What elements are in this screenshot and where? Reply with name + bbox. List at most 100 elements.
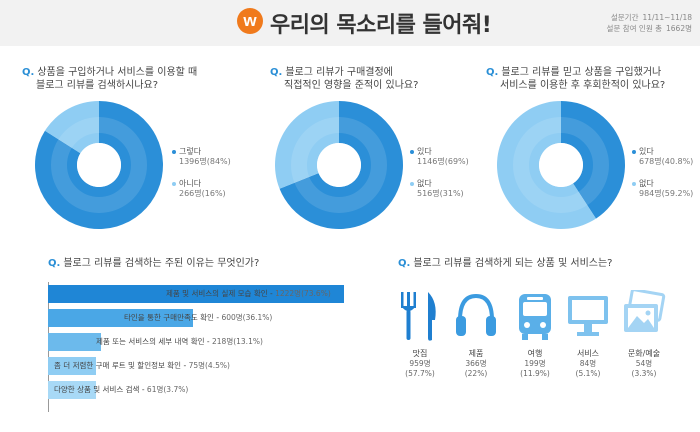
bar <box>48 357 96 375</box>
donut-chart-3 <box>497 101 625 229</box>
legend-dot-yes <box>410 149 414 154</box>
category-icons: 맛집 959명 (57.7%) 제품 366명 (22%) 여행 199명 (11.9%) 서비스… <box>392 290 692 420</box>
legend-count: 516명 <box>417 189 440 198</box>
legend-label: 아니다 <box>179 179 202 188</box>
question-2-line-1: 블로그 리뷰가 구매결정에 <box>285 67 393 78</box>
q-mark: Q. <box>486 67 499 78</box>
legend-count: 1396명 <box>179 157 207 166</box>
category-pct: (3.3%) <box>631 369 657 378</box>
bar <box>48 333 101 351</box>
bar <box>48 309 194 327</box>
bar-count-text: 75명(4.5%) <box>188 361 230 370</box>
bar-label-text: 제품 또는 서비스의 세부 내역 확인 - <box>96 337 212 346</box>
legend-dot-yes <box>632 149 636 154</box>
legend-1: 그렇다 1396명(84%) 아니다 266명(16%) <box>172 147 231 211</box>
category-count: 199명 <box>524 359 546 368</box>
category-label: 문화/예술 <box>627 349 661 358</box>
period-value: 11/11~11/18 <box>642 13 692 22</box>
category-label: 제품 <box>468 349 484 358</box>
bar <box>48 285 344 303</box>
legend-2: 있다 1146명(69%) 없다 516명(31%) <box>410 147 469 211</box>
bar-label-text: 좀 더 저렴한 구매 루트 및 할인정보 확인 - <box>54 361 189 370</box>
category-count: 54명 <box>635 359 653 368</box>
category-label: 여행 <box>527 349 543 358</box>
legend-dot-no <box>632 181 636 186</box>
question-3-line-1: 블로그 리뷰를 믿고 상품을 구입했거나 <box>501 67 662 78</box>
question-5: Q. 블로그 리뷰를 검색하게 되는 상품 및 서비스는? <box>398 257 613 270</box>
donut-inner-ring <box>291 117 387 213</box>
legend-pct: (31%) <box>439 189 464 198</box>
donut-slice-primary <box>35 101 163 229</box>
legend-dot-no <box>410 181 414 186</box>
page-title: 우리의 목소리를 들어줘! <box>270 13 492 38</box>
legend-label: 있다 <box>639 147 654 156</box>
donut-inner-ring <box>513 117 609 213</box>
bar-count-text: 61명(3.7%) <box>146 385 189 394</box>
category-pct: (57.7%) <box>405 369 435 378</box>
bar-label: 타인을 통한 구매만족도 확인 - 600명(36.1%) <box>124 309 272 327</box>
legend-pct: (16%) <box>201 189 226 198</box>
category-count: 84명 <box>579 359 597 368</box>
category-4: 서비스 84명 (5.1%) <box>560 290 616 379</box>
category-3: 여행 199명 (11.9%) <box>507 290 563 379</box>
category-count: 959명 <box>409 359 431 368</box>
monitor-icon <box>568 296 608 336</box>
legend-count: 678명 <box>639 157 662 166</box>
picture-icon <box>624 290 666 332</box>
donut-slice-secondary <box>275 101 339 189</box>
legend-label: 있다 <box>417 147 432 156</box>
legend-pct: (40.8%) <box>661 157 694 166</box>
bar-label-text: 타인을 통한 구매만족도 확인 - <box>124 313 222 322</box>
donut-hole <box>539 143 583 187</box>
bar-label: 제품 또는 서비스의 세부 내역 확인 - 218명(13.1%) <box>96 333 263 351</box>
category-1: 맛집 959명 (57.7%) <box>392 290 448 379</box>
header-bar: w 우리의 목소리를 들어줘! 설문기간 11/11~11/18 설문 참여 인원… <box>0 0 700 46</box>
donut-slice-primary <box>561 101 625 219</box>
donut-slice-primary <box>279 101 403 229</box>
bar-label: 다양한 상품 및 서비스 검색 - 61명(3.7%) <box>54 381 188 399</box>
question-4: Q. 블로그 리뷰를 검색하는 주된 이유는 무엇인가? <box>48 257 259 270</box>
survey-meta: 설문기간 11/11~11/18 설문 참여 인원 총 1662명 <box>607 12 692 34</box>
bar-label: 좀 더 저렴한 구매 루트 및 할인정보 확인 - 75명(4.5%) <box>54 357 230 375</box>
category-5: 문화/예술 54명 (3.3%) <box>616 290 672 379</box>
legend-count: 984명 <box>639 189 662 198</box>
question-1: Q. 상품을 구입하거나 서비스를 이용할 때 블로그 리뷰를 검색하시나요? <box>22 66 197 92</box>
bar-count-text: 218명(13.1%) <box>212 337 263 346</box>
category-count: 366명 <box>465 359 487 368</box>
donut-slice-secondary <box>44 101 99 154</box>
bar-count-text: 600명(36.1%) <box>221 313 273 322</box>
legend-count: 1146명 <box>417 157 445 166</box>
bus-icon <box>519 294 551 340</box>
fork-knife-icon <box>401 292 436 341</box>
q-mark: Q. <box>398 258 411 269</box>
category-pct: (5.1%) <box>575 369 601 378</box>
question-2: Q. 블로그 리뷰가 구매결정에 직접적인 영향을 준적이 있나요? <box>270 66 418 92</box>
bar-label-text: 제품 및 서비스의 실제 모습 확인 - <box>166 289 276 298</box>
bar-count-text: 1222명(73.6%) <box>275 289 331 298</box>
category-label: 서비스 <box>576 349 600 358</box>
question-2-line-2: 직접적인 영향을 준적이 있나요? <box>284 80 419 91</box>
question-1-line-2: 블로그 리뷰를 검색하시나요? <box>36 80 159 91</box>
q-mark: Q. <box>22 67 35 78</box>
legend-label: 없다 <box>417 179 432 188</box>
category-2: 제품 366명 (22%) <box>448 290 504 379</box>
legend-count: 266명 <box>179 189 202 198</box>
donut-hole <box>77 143 121 187</box>
headphones-icon <box>456 293 496 336</box>
participants-value: 1662명 <box>666 24 692 33</box>
category-pct: (11.9%) <box>520 369 550 378</box>
legend-dot-no <box>172 181 176 186</box>
donut-inner-ring <box>51 117 147 213</box>
question-3: Q. 블로그 리뷰를 믿고 상품을 구입했거나 서비스를 이용한 후 후회한적이 … <box>486 66 665 92</box>
horizontal-bar-chart: 제품 및 서비스의 실제 모습 확인 - 1222명(73.6%) 타인을 통한 … <box>48 283 348 411</box>
legend-label: 없다 <box>639 179 654 188</box>
legend-pct: (84%) <box>206 157 231 166</box>
bar-label: 제품 및 서비스의 실제 모습 확인 - 1222명(73.6%) <box>166 285 331 303</box>
participants-label: 설문 참여 인원 총 <box>606 24 662 33</box>
legend-pct: (69%) <box>444 157 469 166</box>
logo-w-icon: w <box>237 8 263 34</box>
category-label: 맛집 <box>412 349 428 358</box>
donut-slice-secondary <box>497 101 596 229</box>
donut-chart-2 <box>275 101 403 229</box>
question-1-line-1: 상품을 구입하거나 서비스를 이용할 때 <box>37 67 198 78</box>
